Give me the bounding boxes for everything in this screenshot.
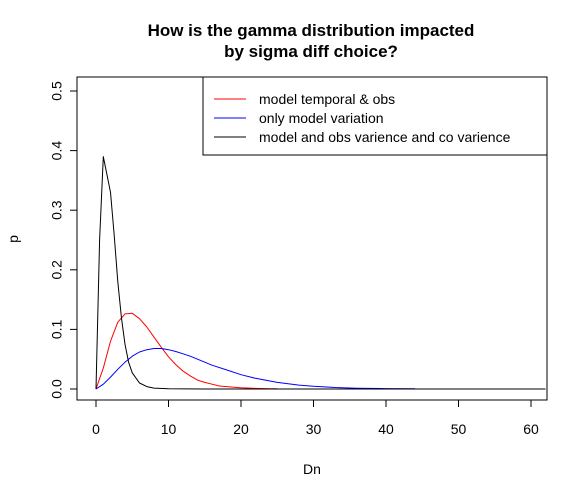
x-tick-label: 40 xyxy=(378,421,394,437)
x-tick-label: 50 xyxy=(451,421,467,437)
legend-label-2: only model variation xyxy=(259,110,384,126)
y-tick-label: 0.4 xyxy=(49,141,65,161)
series-line-3 xyxy=(95,156,546,390)
legend: model temporal & obs only model variation… xyxy=(202,76,548,156)
y-axis-label: p xyxy=(5,235,21,243)
series-line-1 xyxy=(95,312,278,390)
y-tick-label: 0.3 xyxy=(49,200,65,220)
legend-box xyxy=(202,76,548,156)
series-line-2 xyxy=(95,348,416,390)
y-tick-label: 0.5 xyxy=(49,81,65,101)
x-tick-label: 10 xyxy=(161,421,177,437)
y-tick-label: 0.1 xyxy=(49,319,65,339)
x-tick-label: 60 xyxy=(523,421,539,437)
chart-title-line-1: How is the gamma distribution impacted xyxy=(148,21,475,40)
x-tick-label: 0 xyxy=(92,421,100,437)
x-axis-label: Dn xyxy=(303,461,321,477)
y-tick-label: 0.0 xyxy=(49,379,65,399)
x-axis: 0 10 20 30 40 50 60 xyxy=(92,400,539,437)
y-tick-label: 0.2 xyxy=(49,260,65,280)
series-lines xyxy=(95,156,546,390)
chart-title-line-2: by sigma diff choice? xyxy=(224,42,398,61)
x-tick-label: 20 xyxy=(233,421,249,437)
legend-label-3: model and obs varience and co varience xyxy=(259,129,511,145)
x-tick-label: 30 xyxy=(306,421,322,437)
legend-label-1: model temporal & obs xyxy=(259,91,395,107)
y-axis: 0.0 0.1 0.2 0.3 0.4 0.5 xyxy=(49,81,77,399)
